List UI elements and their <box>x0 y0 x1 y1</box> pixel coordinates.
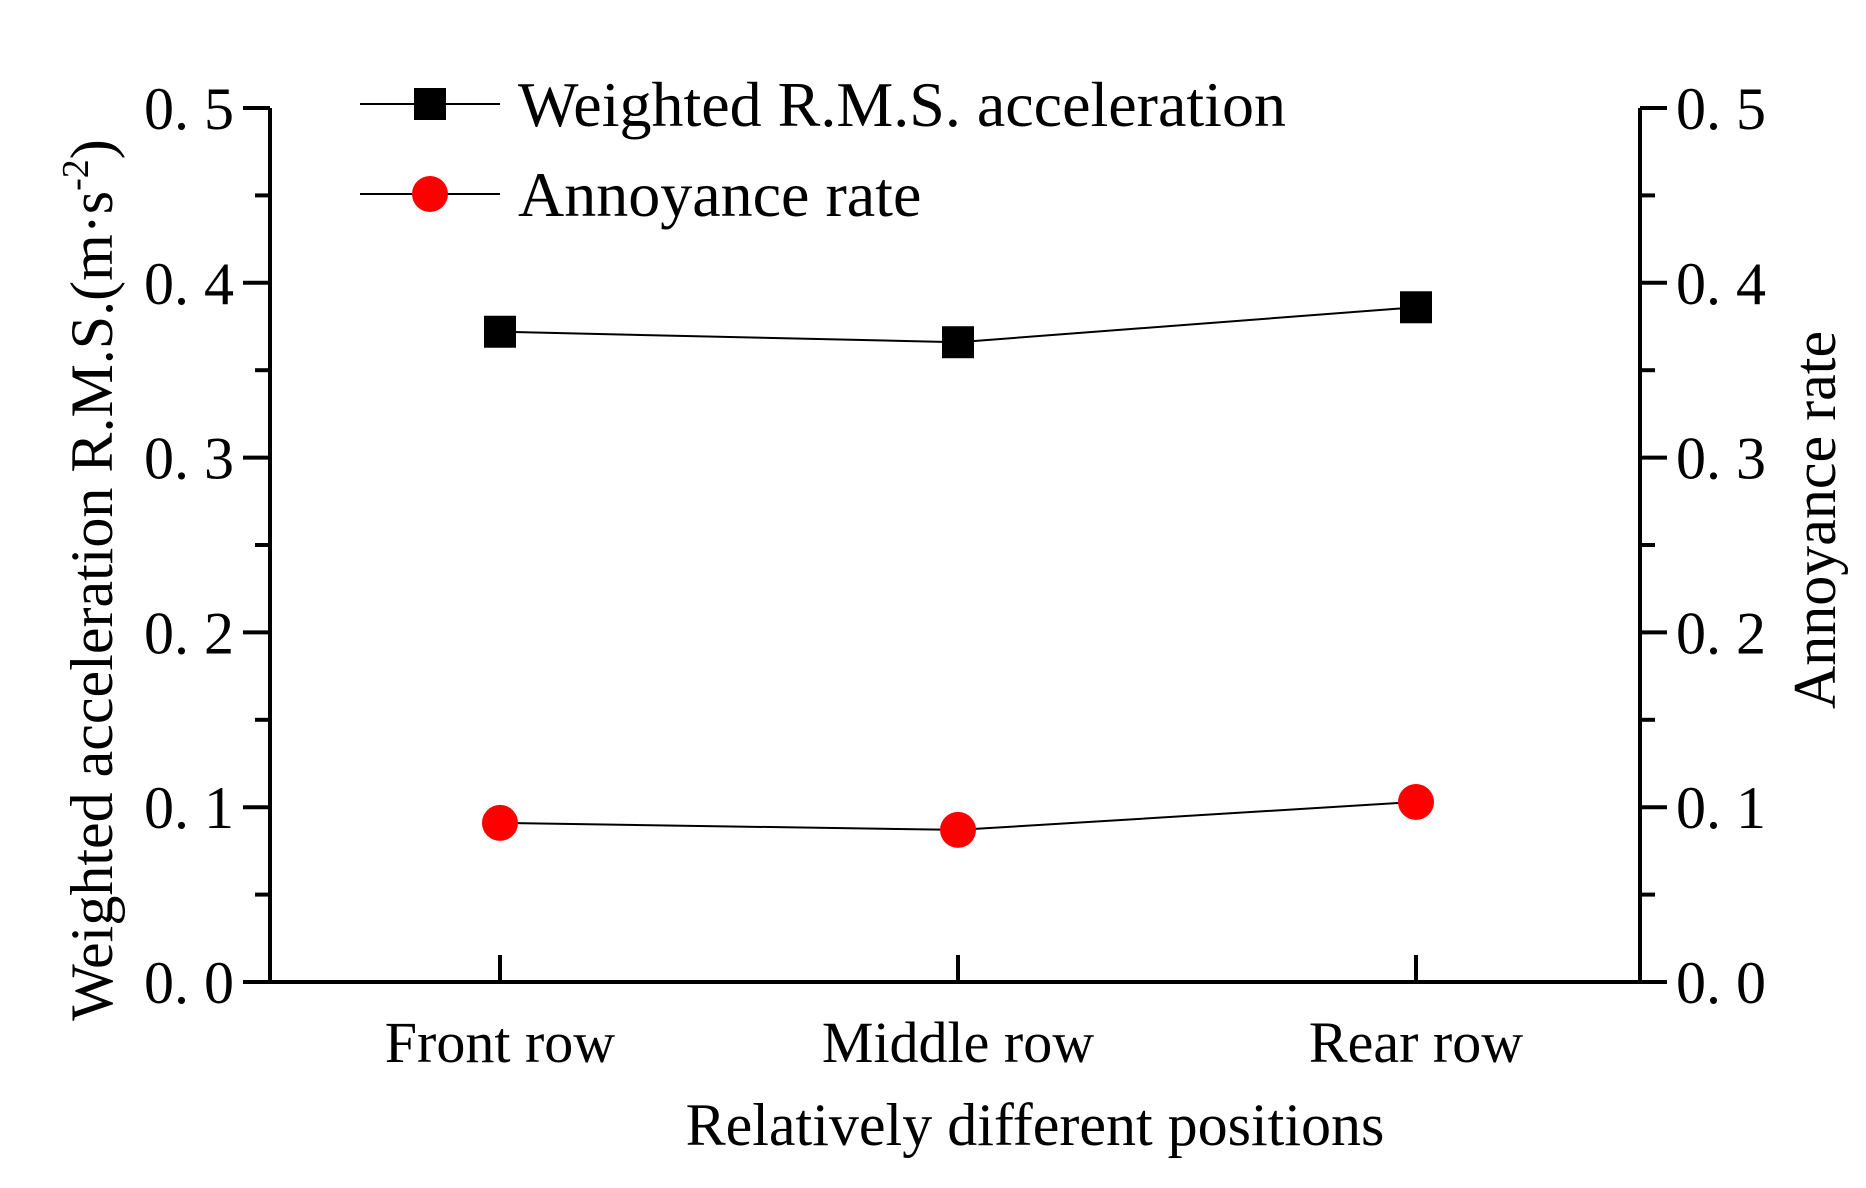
ticks: 0. 0 0. 0 0. 1 0. 1 0. 2 0. 2 0. 3 0. 3 0. 4 0. 4… <box>144 76 1766 1075</box>
y2-axis-title: Annoyance rate <box>1782 331 1848 709</box>
data-point-rms <box>942 326 974 359</box>
x-tick-label: Middle row <box>822 1010 1094 1075</box>
y-tick-label: 0. 5 <box>144 76 234 142</box>
x-axis-title: Relatively different positions <box>686 1092 1385 1158</box>
data-point-annoyance <box>482 804 518 841</box>
data-point-annoyance <box>940 811 976 848</box>
x-tick-label: Front row <box>385 1010 616 1075</box>
legend-label-rms: Weighted R.M.S. acceleration <box>518 69 1286 140</box>
x-tick-label: Rear row <box>1309 1010 1523 1075</box>
legend-marker-annoyance <box>412 176 448 212</box>
data-point-rms <box>484 315 516 348</box>
y-tick-label: 0. 3 <box>144 426 234 492</box>
y-axis-title-main: Weighted acceleration R.M.S.(m·s <box>59 191 125 1021</box>
axes <box>268 108 1642 984</box>
legend: Weighted R.M.S. acceleration Annoyance ra… <box>360 69 1286 230</box>
y-tick-label: 0. 2 <box>144 600 234 666</box>
y-tick-label: 0. 1 <box>144 775 234 841</box>
y2-tick-label: 0. 1 <box>1676 775 1766 841</box>
legend-marker-rms <box>414 88 446 120</box>
y-axis-title-close: ) <box>59 139 125 159</box>
legend-label-annoyance: Annoyance rate <box>518 159 921 230</box>
data-point-annoyance <box>1398 783 1434 820</box>
y-axis-title: Weighted acceleration R.M.S.(m·s-2) <box>55 139 125 1021</box>
series-layer <box>482 291 1434 848</box>
y2-tick-label: 0. 5 <box>1676 76 1766 142</box>
y-tick-label: 0. 0 <box>144 950 234 1016</box>
y2-tick-label: 0. 3 <box>1676 426 1766 492</box>
y2-tick-label: 0. 0 <box>1676 950 1766 1016</box>
y2-tick-label: 0. 4 <box>1676 251 1766 317</box>
y-tick-label: 0. 4 <box>144 251 234 317</box>
y-axis-title-sup: -2 <box>55 159 97 191</box>
y2-tick-label: 0. 2 <box>1676 600 1766 666</box>
data-point-rms <box>1400 291 1432 324</box>
